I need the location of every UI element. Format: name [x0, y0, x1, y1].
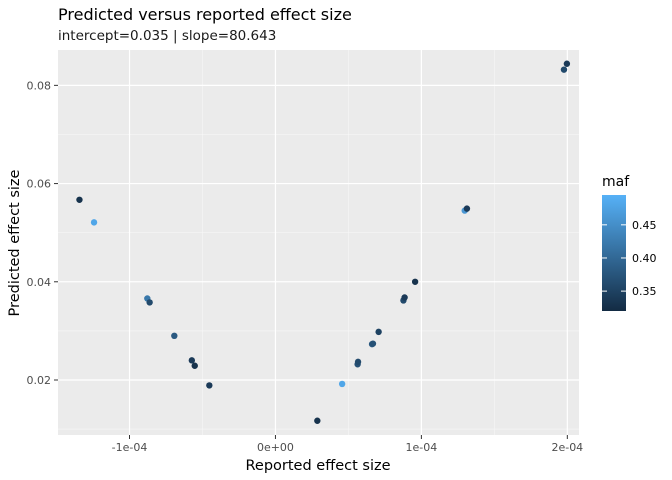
- y-axis-ticks: 0.02 0.04 0.06 0.08: [27, 79, 58, 387]
- legend-title: maf: [602, 174, 630, 190]
- y-tick-label: 0.06: [27, 178, 52, 191]
- data-point: [206, 382, 213, 389]
- chart-subtitle: intercept=0.035 | slope=80.643: [58, 28, 276, 44]
- data-point: [146, 299, 153, 306]
- data-point: [411, 278, 419, 285]
- y-tick-label: 0.02: [27, 374, 52, 387]
- data-point: [76, 196, 83, 203]
- data-point: [401, 294, 408, 301]
- chart-title: Predicted versus reported effect size: [58, 5, 352, 24]
- data-point: [191, 362, 198, 369]
- legend-tick-label: 0.35: [632, 285, 657, 298]
- data-points: [76, 60, 571, 424]
- x-tick-label: 2e-04: [551, 441, 583, 454]
- data-point: [188, 357, 196, 364]
- x-tick-label: -1e-04: [112, 441, 148, 454]
- data-point: [171, 332, 178, 340]
- x-axis-title: Reported effect size: [245, 458, 390, 474]
- color-legend: maf 0.35 0.40 0.45: [602, 174, 657, 311]
- data-point: [369, 340, 377, 347]
- legend-colorbar: [602, 195, 626, 311]
- data-point: [90, 219, 98, 226]
- data-point: [563, 60, 571, 67]
- plot-panel: [58, 50, 579, 435]
- y-tick-label: 0.04: [27, 276, 52, 289]
- data-point: [338, 380, 346, 388]
- x-tick-label: 0e+00: [257, 441, 294, 454]
- x-tick-label: 1e-04: [406, 441, 438, 454]
- minor-gridlines: [58, 50, 579, 435]
- legend-ticks: 0.35 0.40 0.45: [602, 219, 657, 298]
- data-point: [463, 205, 471, 212]
- y-axis-title: Predicted effect size: [7, 169, 23, 316]
- data-point: [560, 66, 568, 73]
- legend-tick-label: 0.40: [632, 252, 657, 265]
- data-point: [354, 358, 362, 366]
- data-point: [314, 417, 321, 424]
- major-gridlines: [58, 50, 579, 435]
- data-point: [375, 328, 382, 336]
- legend-tick-label: 0.45: [632, 219, 657, 232]
- x-axis-ticks: -1e-04 0e+00 1e-04 2e-04: [112, 435, 583, 454]
- y-tick-label: 0.08: [27, 79, 52, 92]
